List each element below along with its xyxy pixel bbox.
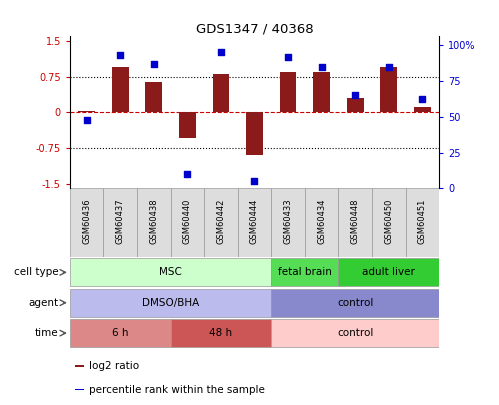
Bar [70, 258, 271, 286]
Bar [70, 188, 103, 257]
Text: MSC: MSC [159, 267, 182, 277]
Title: GDS1347 / 40368: GDS1347 / 40368 [196, 22, 313, 35]
Point [250, 178, 258, 184]
Bar [279, 72, 296, 112]
Point [284, 53, 292, 60]
Text: GSM60451: GSM60451 [418, 198, 427, 244]
Text: GSM60444: GSM60444 [250, 198, 259, 244]
Text: fetal brain: fetal brain [278, 267, 332, 277]
Bar [313, 72, 330, 112]
Bar [338, 188, 372, 257]
Text: agent: agent [28, 298, 59, 308]
Text: GSM60434: GSM60434 [317, 198, 326, 244]
Text: 6 h: 6 h [112, 328, 128, 338]
Point [351, 92, 359, 98]
Text: log2 ratio: log2 ratio [89, 361, 139, 371]
Bar [238, 188, 271, 257]
Point [83, 116, 91, 123]
Bar [414, 107, 431, 112]
Text: GSM60442: GSM60442 [217, 198, 226, 244]
Text: GSM60436: GSM60436 [82, 198, 91, 244]
Bar [271, 258, 338, 286]
Text: GSM60438: GSM60438 [149, 198, 158, 244]
Text: 48 h: 48 h [210, 328, 233, 338]
Text: time: time [35, 328, 59, 338]
Bar [179, 112, 196, 139]
Text: adult liver: adult liver [362, 267, 415, 277]
Point [385, 63, 393, 70]
Bar [112, 67, 129, 112]
Text: GSM60450: GSM60450 [384, 198, 393, 244]
Bar [380, 67, 397, 112]
Text: DMSO/BHA: DMSO/BHA [142, 298, 199, 308]
Bar [75, 389, 84, 390]
Bar [171, 188, 204, 257]
Bar [271, 289, 439, 317]
Bar [338, 258, 439, 286]
Point [116, 52, 124, 58]
Bar [145, 81, 162, 112]
Point [150, 60, 158, 67]
Bar [271, 188, 305, 257]
Bar [75, 365, 84, 367]
Bar [103, 188, 137, 257]
Bar [171, 319, 271, 347]
Point [318, 63, 326, 70]
Point [418, 96, 426, 103]
Bar [204, 188, 238, 257]
Text: GSM60433: GSM60433 [283, 198, 292, 244]
Bar [246, 112, 263, 155]
Text: control: control [337, 328, 373, 338]
Bar [70, 319, 171, 347]
Point [217, 49, 225, 55]
Bar [70, 289, 271, 317]
Text: percentile rank within the sample: percentile rank within the sample [89, 385, 264, 395]
Text: GSM60437: GSM60437 [116, 198, 125, 244]
Bar [406, 188, 439, 257]
Bar [347, 98, 364, 112]
Bar [305, 188, 338, 257]
Bar [213, 75, 230, 112]
Text: GSM60440: GSM60440 [183, 198, 192, 244]
Bar [78, 111, 95, 112]
Text: control: control [337, 298, 373, 308]
Text: GSM60448: GSM60448 [351, 198, 360, 244]
Bar [271, 319, 439, 347]
Bar [137, 188, 171, 257]
Point [183, 171, 191, 177]
Bar [372, 188, 406, 257]
Text: cell type: cell type [14, 267, 59, 277]
